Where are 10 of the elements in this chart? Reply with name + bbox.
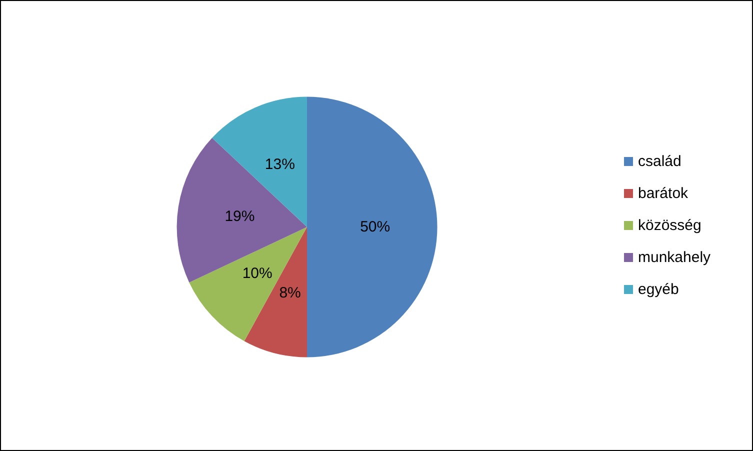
data-label: 19% — [224, 208, 255, 225]
data-label: 8% — [279, 284, 301, 302]
legend-label: közösség — [638, 217, 702, 234]
data-label: 10% — [242, 265, 272, 282]
legend-label: család — [638, 153, 682, 170]
data-label: 50% — [360, 218, 390, 236]
data-label: 13% — [264, 156, 295, 173]
legend-label: barátok — [638, 185, 689, 202]
legend-label: egyéb — [638, 281, 679, 298]
legend-label: munkahely — [638, 249, 712, 266]
